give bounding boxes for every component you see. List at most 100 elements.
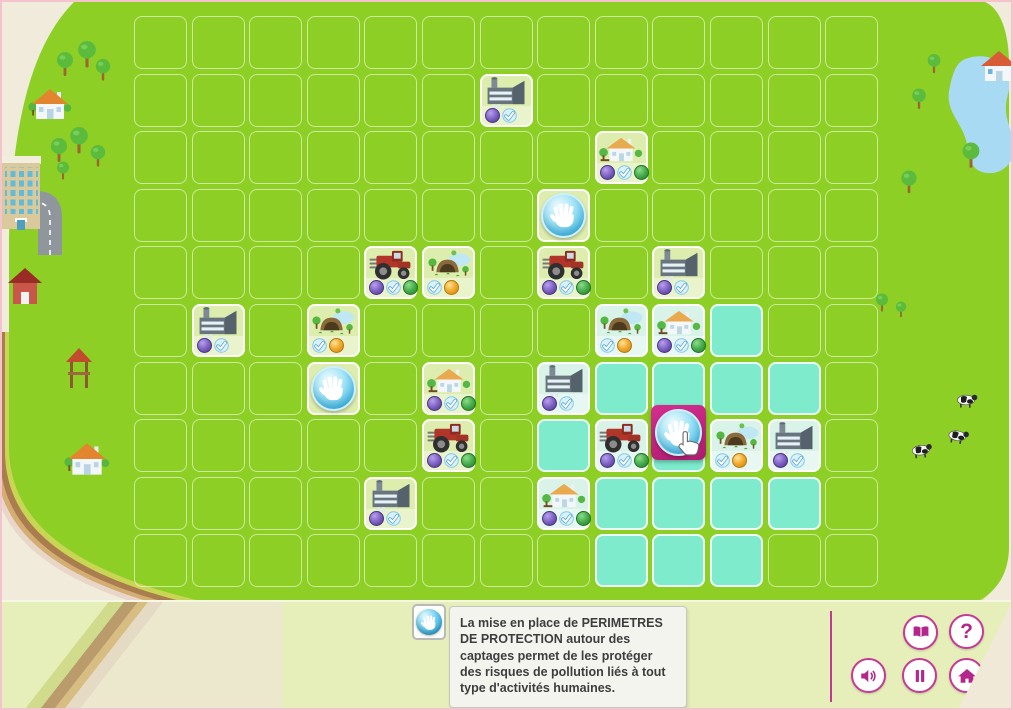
grid-cell[interactable]: [825, 73, 879, 127]
grid-cell[interactable]: [249, 131, 303, 185]
perimetre-drag-source[interactable]: [412, 604, 446, 640]
grid-cell[interactable]: [537, 304, 591, 357]
grid-cell[interactable]: [191, 131, 245, 185]
grid-cell[interactable]: [594, 73, 648, 127]
grid-cell[interactable]: [479, 16, 533, 69]
piece-factory[interactable]: [767, 419, 821, 473]
grid-cell[interactable]: [422, 304, 475, 357]
grid-cell[interactable]: [422, 534, 475, 588]
grid-cell[interactable]: [652, 188, 706, 242]
grid-cell[interactable]: [306, 131, 360, 185]
grid-cell[interactable]: [710, 188, 763, 242]
grid-cell[interactable]: [249, 73, 303, 127]
piece-factory[interactable]: [364, 476, 418, 530]
grid-cell[interactable]: [537, 16, 591, 69]
piece-grove[interactable]: [422, 246, 475, 300]
grid-cell[interactable]: [767, 131, 821, 185]
grid-cell[interactable]: [134, 246, 187, 300]
grid-cell[interactable]: [306, 16, 360, 69]
grid-cell[interactable]: [364, 304, 418, 357]
grid-cell[interactable]: [191, 16, 245, 69]
piece-hand[interactable]: [537, 188, 591, 242]
grid-cell[interactable]: [364, 188, 418, 242]
grid-cell[interactable]: [364, 16, 418, 69]
grid-cell[interactable]: [364, 419, 418, 473]
grid-cell[interactable]: [825, 16, 879, 69]
grid-cell[interactable]: [422, 476, 475, 530]
piece-tractor[interactable]: [422, 419, 476, 473]
grid-cell[interactable]: [825, 361, 879, 415]
grid-cell[interactable]: [422, 188, 475, 242]
grid-cell[interactable]: [191, 188, 245, 242]
grid-cell[interactable]: [191, 73, 245, 127]
grid-cell[interactable]: [767, 188, 821, 242]
piece-house[interactable]: [652, 304, 707, 357]
grid-cell[interactable]: [306, 476, 360, 530]
grid-cell[interactable]: [479, 304, 533, 357]
grid-cell[interactable]: [479, 188, 533, 242]
grid-cell[interactable]: [306, 246, 360, 300]
grid-cell[interactable]: [249, 304, 303, 357]
grid-cell[interactable]: [825, 246, 879, 300]
grid-cell[interactable]: [825, 188, 879, 242]
protected-cell[interactable]: [537, 419, 591, 473]
grid-cell[interactable]: [306, 188, 360, 242]
help-button[interactable]: ?: [949, 614, 984, 649]
grid-cell[interactable]: [825, 476, 879, 530]
grid-cell[interactable]: [249, 534, 303, 588]
grid-cell[interactable]: [537, 131, 591, 185]
grid-cell[interactable]: [306, 419, 360, 473]
grid-cell[interactable]: [479, 131, 533, 185]
dragged-protection-tile[interactable]: [651, 405, 707, 461]
grid-cell[interactable]: [364, 534, 418, 588]
grid-cell[interactable]: [364, 361, 418, 415]
protected-cell[interactable]: [710, 476, 763, 530]
protected-cell[interactable]: [767, 476, 821, 530]
grid-cell[interactable]: [134, 188, 187, 242]
piece-factory[interactable]: [191, 304, 245, 357]
grid-cell[interactable]: [710, 246, 763, 300]
piece-grove[interactable]: [710, 419, 763, 473]
grid-cell[interactable]: [134, 304, 187, 357]
grid-cell[interactable]: [710, 131, 763, 185]
piece-tractor[interactable]: [364, 246, 419, 300]
protected-cell[interactable]: [767, 361, 821, 415]
grid-cell[interactable]: [134, 131, 187, 185]
sound-button[interactable]: [851, 658, 886, 693]
piece-factory[interactable]: [479, 73, 533, 127]
grid-cell[interactable]: [306, 73, 360, 127]
grid-cell[interactable]: [479, 246, 533, 300]
grid-cell[interactable]: [191, 361, 245, 415]
grid-cell[interactable]: [537, 534, 591, 588]
grid-cell[interactable]: [767, 304, 821, 357]
grid-cell[interactable]: [594, 16, 648, 69]
grid-cell[interactable]: [191, 246, 245, 300]
grid-cell[interactable]: [134, 534, 187, 588]
grid-cell[interactable]: [191, 534, 245, 588]
grid-cell[interactable]: [249, 476, 303, 530]
grid-cell[interactable]: [652, 16, 706, 69]
grid-cell[interactable]: [652, 73, 706, 127]
protected-cell[interactable]: [594, 534, 648, 588]
piece-hand[interactable]: [306, 361, 360, 415]
protected-cell[interactable]: [652, 534, 706, 588]
protected-cell[interactable]: [594, 476, 648, 530]
piece-tractor[interactable]: [537, 246, 592, 300]
grid-cell[interactable]: [594, 246, 648, 300]
protected-cell[interactable]: [710, 304, 763, 357]
grid-cell[interactable]: [306, 534, 360, 588]
grid-cell[interactable]: [249, 361, 303, 415]
grid-cell[interactable]: [594, 188, 648, 242]
piece-grove[interactable]: [594, 304, 648, 357]
piece-factory[interactable]: [537, 361, 591, 415]
grid-cell[interactable]: [825, 419, 879, 473]
grid-cell[interactable]: [134, 73, 187, 127]
grid-cell[interactable]: [479, 476, 533, 530]
grid-cell[interactable]: [249, 188, 303, 242]
grid-cell[interactable]: [825, 131, 879, 185]
grid-cell[interactable]: [767, 246, 821, 300]
protected-cell[interactable]: [652, 476, 706, 530]
pause-button[interactable]: [902, 658, 937, 693]
piece-house[interactable]: [537, 476, 592, 530]
grid-cell[interactable]: [134, 16, 187, 69]
